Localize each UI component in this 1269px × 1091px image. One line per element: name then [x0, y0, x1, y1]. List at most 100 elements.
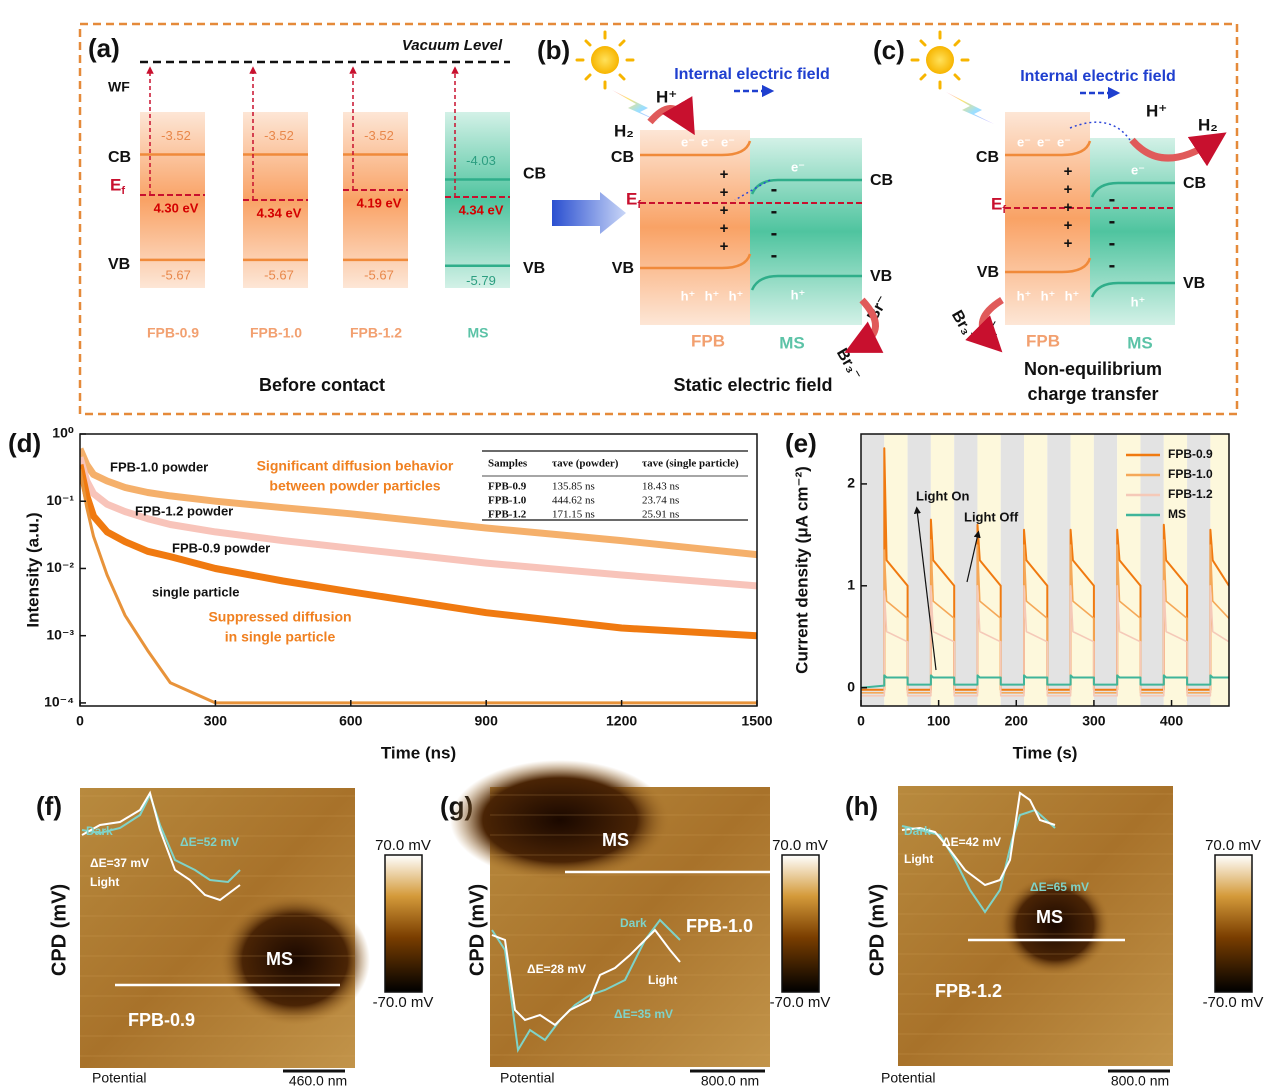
- positive-charge: +: [1064, 181, 1073, 198]
- cb-value: -3.52: [364, 128, 394, 143]
- ms-vb: [750, 274, 862, 291]
- panel-label: (h): [845, 791, 878, 821]
- charge-path: [1069, 121, 1131, 141]
- electron: e⁻: [721, 134, 735, 149]
- x-tick-label: 200: [1005, 713, 1029, 729]
- panel-label: (d): [8, 428, 41, 458]
- light-profile: [901, 791, 1056, 887]
- annotation: Light On: [916, 488, 969, 503]
- fermi-label: Ef: [110, 175, 125, 196]
- positive-charge: +: [1064, 199, 1073, 216]
- electron: e⁻: [1037, 134, 1051, 149]
- label: VB: [612, 260, 634, 277]
- afm-label: Dark: [620, 916, 647, 930]
- x-axis-title: Time (s): [1013, 743, 1078, 762]
- x-tick-label: 300: [204, 713, 228, 729]
- label: WF: [108, 79, 130, 95]
- electron: e⁻: [791, 159, 805, 174]
- hole: h⁺: [1131, 294, 1146, 309]
- field-label: Internal electric field: [674, 66, 830, 83]
- light-off-band: [1000, 434, 1025, 706]
- negative-charge: -: [771, 200, 778, 222]
- fermi-subscript: f: [121, 185, 125, 197]
- afm-feature: [220, 895, 370, 1025]
- table-cell: 25.91 ns: [642, 509, 679, 521]
- light-on-band: [930, 434, 955, 706]
- light-on-band: [884, 434, 908, 706]
- y-tick-label: 10⁻¹: [46, 492, 74, 508]
- positive-charge: +: [1064, 217, 1073, 234]
- series-line: [80, 456, 757, 590]
- colorbar-max: 70.0 mV: [1205, 837, 1261, 854]
- vb-value: -5.67: [161, 267, 191, 282]
- plot-frame: [79, 433, 758, 707]
- panel-label: (a): [88, 33, 120, 63]
- afm-label: FPB-1.2: [935, 981, 1002, 1001]
- negative-charge: -: [1109, 210, 1116, 232]
- series-line: [80, 463, 757, 640]
- fpb-label: FPB: [691, 331, 725, 350]
- annotation-arrow: [913, 506, 937, 671]
- dark-profile: [81, 792, 241, 884]
- annotation: in single particle: [225, 629, 336, 645]
- light-off-band: [1187, 434, 1211, 706]
- afm-label: ΔE=28 mV: [527, 962, 586, 976]
- negative-charge: -: [1109, 254, 1116, 276]
- material-name: FPB-0.9: [147, 325, 199, 341]
- light-off-band: [1093, 434, 1118, 706]
- material-name: FPB-1.2: [350, 325, 402, 341]
- annotation: Suppressed diffusion: [208, 609, 351, 625]
- hole: h⁺: [1065, 288, 1080, 303]
- light-on-band: [1070, 434, 1094, 706]
- light-on-band: [1163, 434, 1188, 706]
- y-tick-label: 1: [847, 576, 855, 592]
- positive-charge: +: [720, 184, 729, 201]
- cb-value: -3.52: [264, 128, 294, 143]
- sun-icon: [575, 30, 970, 90]
- decoration: [575, 30, 635, 90]
- material-name: MS: [468, 325, 489, 341]
- colorbar-max: 70.0 mV: [772, 837, 828, 854]
- x-tick-label: 100: [927, 713, 951, 729]
- label: CB: [870, 172, 893, 189]
- frame: [78, 22, 1239, 416]
- x-tick-label: 0: [857, 713, 865, 729]
- negative-charge: -: [771, 244, 778, 266]
- panel-label: (f): [36, 791, 62, 821]
- afm-label: MS: [266, 949, 293, 969]
- table-header: τave (powder): [552, 458, 619, 470]
- vb-value: -5.67: [364, 267, 394, 282]
- electron: e⁻: [1057, 134, 1071, 149]
- vb-value: -5.67: [264, 267, 294, 282]
- x-tick-label: 1200: [606, 713, 637, 729]
- hole: h⁺: [681, 288, 696, 303]
- annotation: Significant diffusion behavior: [257, 458, 454, 474]
- y-axis-title: Current density (μA cm⁻²): [792, 466, 811, 674]
- decoration: [591, 46, 619, 74]
- tribromide: Br₃⁻: [948, 308, 980, 346]
- label: CB: [108, 149, 131, 166]
- annotation: Light Off: [964, 509, 1019, 524]
- table-cell: FPB-1.2: [488, 509, 527, 521]
- afm-feature: [450, 760, 670, 880]
- hydrogen: H₂: [1198, 115, 1218, 134]
- material-name: FPB-1.0: [250, 325, 302, 341]
- ms-label: MS: [1127, 333, 1153, 352]
- y-axis-title: CPD (mV): [866, 884, 888, 976]
- caption: charge transfer: [1027, 384, 1158, 404]
- positive-charge: +: [1064, 235, 1073, 252]
- fpb-label: FPB: [1026, 331, 1060, 350]
- scale-bar-label: 800.0 nm: [701, 1073, 759, 1089]
- annotation: between powder particles: [269, 478, 440, 494]
- afm-label: Dark: [904, 824, 931, 838]
- fpb-box: [1005, 112, 1090, 325]
- label: CB: [523, 166, 546, 183]
- negative-charge: -: [1109, 232, 1116, 254]
- afm-label: Light: [90, 875, 119, 889]
- electron: e⁻: [1017, 134, 1031, 149]
- ms-cb: [1090, 181, 1175, 198]
- legend-label: MS: [1168, 507, 1186, 521]
- light-on-band: [1117, 434, 1141, 706]
- negative-charge: -: [1109, 188, 1116, 210]
